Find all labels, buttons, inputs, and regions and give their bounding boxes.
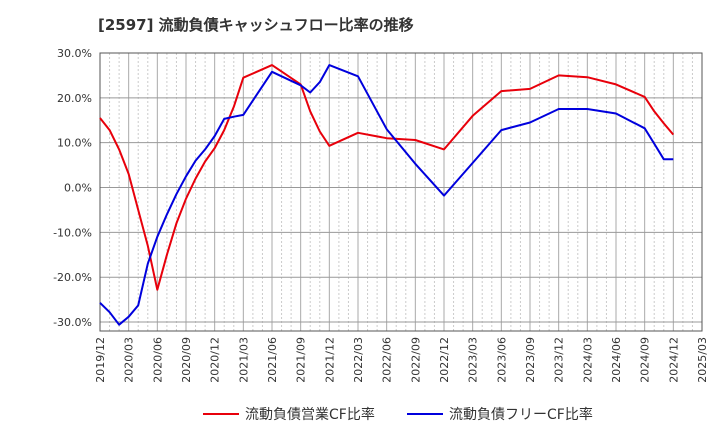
x-tick-label: 2022/09 [409, 337, 422, 383]
x-tick-label: 2022/06 [381, 337, 394, 383]
x-tick-label: 2024/12 [667, 337, 680, 383]
x-tick-label: 2020/09 [180, 337, 193, 383]
x-axis-tick-labels: 2019/12 2020/03 2020/06 2020/09 2020/12 2021/… [94, 337, 709, 383]
x-tick-label: 2024/03 [581, 337, 594, 383]
y-tick-label: 0.0% [64, 182, 92, 195]
legend-label-operating-cf: 流動負債営業CF比率 [245, 407, 375, 423]
x-tick-label: 2021/03 [237, 337, 250, 383]
x-tick-label: 2020/12 [209, 337, 222, 383]
y-tick-label: -10.0% [53, 226, 92, 239]
x-tick-label: 2024/09 [639, 337, 652, 383]
x-tick-label: 2024/06 [610, 337, 623, 383]
y-axis-tick-labels: 30.0% 20.0% 10.0% 0.0% -10.0% -20.0% -30.0% [53, 47, 92, 329]
gridlines [99, 52, 703, 331]
x-tick-label: 2022/12 [438, 337, 451, 383]
chart-title: [2597] 流動負債キャッシュフロー比率の推移 [98, 16, 414, 34]
x-tick-label: 2025/03 [696, 337, 709, 383]
legend-item-operating-cf: 流動負債営業CF比率 [203, 404, 375, 424]
series-line-free-cf [99, 64, 674, 326]
y-tick-label: -20.0% [53, 271, 92, 284]
x-tick-label: 2021/12 [323, 337, 336, 383]
legend-label-free-cf: 流動負債フリーCF比率 [449, 407, 593, 423]
x-tick-label: 2021/06 [266, 337, 279, 383]
x-tick-label: 2020/06 [151, 337, 164, 383]
y-tick-label: -30.0% [53, 316, 92, 329]
plot-frame [99, 52, 703, 332]
x-tick-label: 2023/06 [495, 337, 508, 383]
x-tick-label: 2020/03 [123, 337, 136, 383]
x-tick-label: 2023/09 [524, 337, 537, 383]
x-tick-label: 2023/12 [553, 337, 566, 383]
x-tick-label: 2022/03 [352, 337, 365, 383]
y-tick-label: 30.0% [57, 47, 92, 60]
plot-border [99, 52, 703, 332]
x-tick-label: 2019/12 [94, 337, 107, 383]
y-tick-label: 20.0% [57, 92, 92, 105]
legend-swatch-operating-cf [203, 413, 239, 415]
legend-item-free-cf: 流動負債フリーCF比率 [407, 404, 593, 424]
x-tick-label: 2023/03 [467, 337, 480, 383]
y-tick-label: 10.0% [57, 137, 92, 150]
series-lines [99, 64, 675, 326]
x-tick-label: 2021/09 [295, 337, 308, 383]
legend-swatch-free-cf [407, 413, 443, 415]
